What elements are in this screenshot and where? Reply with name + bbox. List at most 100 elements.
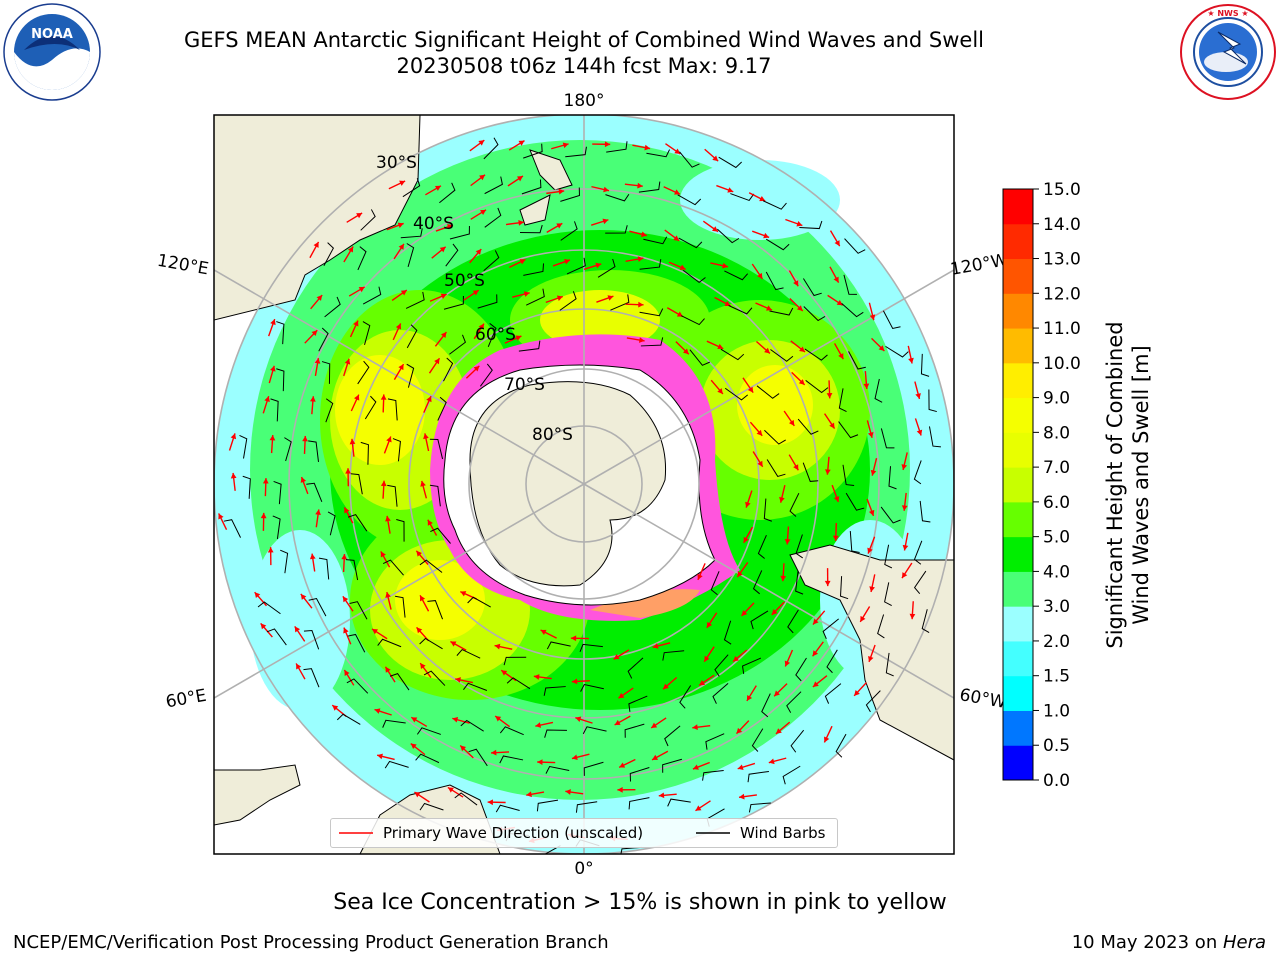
wind-barb	[389, 673, 410, 691]
wind-barb	[679, 151, 700, 168]
wave-direction-arrowhead	[722, 262, 728, 269]
legend-wind-barbs: Wind Barbs	[740, 824, 826, 842]
wave-direction-arrowhead	[812, 681, 819, 687]
colorbar-label-line1: Significant Height of Combined	[1103, 321, 1127, 649]
wind-barb	[520, 224, 543, 234]
wind-barb	[276, 368, 285, 392]
wind-barb	[536, 799, 559, 812]
wave-direction-arrowhead	[901, 572, 908, 579]
wave-direction-arrowhead	[556, 295, 563, 301]
wave-direction-arrowhead	[518, 140, 525, 146]
wave-direction-arrowhead	[833, 276, 839, 283]
wind-barb	[483, 250, 500, 272]
wave-direction-arrowhead	[717, 343, 724, 350]
wind-barb	[327, 511, 336, 536]
wind-barb	[349, 601, 368, 620]
wind-barb	[566, 257, 586, 275]
wind-barb	[705, 733, 725, 750]
wind-barb	[913, 460, 922, 485]
wind-barb	[350, 473, 363, 495]
wave-direction-arrowhead	[434, 358, 440, 365]
colorbar-tick-label: 1.0	[1043, 701, 1070, 721]
wind-barb	[667, 798, 691, 807]
nws-logo: ★ NWS ★	[1180, 4, 1276, 100]
wave-direction-arrowhead	[300, 476, 307, 483]
wave-direction-arrowhead	[526, 791, 532, 798]
parallel-label-70s: 70°S	[504, 375, 545, 395]
wave-direction-arrowhead	[501, 670, 508, 676]
wind-barb	[430, 527, 451, 544]
wind-barb	[306, 482, 323, 503]
wind-barb	[580, 683, 604, 692]
wind-barb	[463, 682, 488, 691]
wave-direction-arrowhead	[416, 627, 423, 634]
wind-barb	[415, 753, 440, 764]
wind-barb	[443, 357, 454, 382]
colorbar-tick-label: 5.0	[1043, 528, 1070, 548]
wave-direction-arrowhead	[516, 176, 523, 182]
wave-direction-arrowhead	[262, 478, 269, 484]
wind-barb	[405, 291, 425, 309]
colorbar-bin	[1003, 571, 1033, 607]
wind-barb	[750, 610, 769, 630]
wind-barb	[395, 595, 406, 618]
wind-barb	[752, 570, 763, 595]
wind-barb	[880, 428, 895, 449]
wind-barb	[795, 534, 804, 559]
wind-barb	[545, 765, 570, 774]
wave-direction-arrowhead	[869, 314, 876, 321]
wave-direction-arrowhead	[863, 383, 870, 389]
wave-direction-arrowhead	[416, 550, 422, 557]
wave-direction-arrowhead	[385, 666, 391, 673]
wind-barb	[325, 398, 334, 423]
wind-barb	[605, 193, 630, 202]
wind-barb	[360, 209, 376, 231]
wave-direction-arrowhead	[757, 460, 763, 467]
wind-barb	[643, 236, 668, 245]
wind-barb	[324, 296, 341, 318]
wave-direction-arrowhead	[638, 301, 644, 308]
wave-direction-arrowhead	[495, 716, 502, 722]
wave-direction-arrowhead	[833, 496, 840, 502]
wind-barb	[751, 728, 764, 752]
wave-direction-arrowhead	[763, 232, 770, 239]
wave-direction-arrowhead	[737, 571, 743, 578]
wave-direction-arrowhead	[564, 259, 571, 265]
wind-barb	[318, 557, 330, 580]
wind-barb	[429, 484, 441, 507]
wind-barb	[624, 723, 645, 738]
wave-direction-arrowhead	[836, 299, 843, 306]
wind-barb	[845, 492, 865, 511]
wind-barb	[874, 378, 883, 403]
wave-direction-arrowhead	[344, 507, 350, 514]
wave-direction-arrowhead	[371, 628, 378, 635]
wave-direction-arrowhead	[617, 786, 623, 793]
wind-barb	[443, 296, 464, 310]
wind-barb	[521, 179, 542, 195]
wave-direction-arrowhead	[798, 379, 805, 385]
wave-direction-arrowhead	[658, 792, 665, 799]
wind-barb	[357, 360, 370, 385]
wind-barb	[790, 729, 805, 753]
wind-barb	[629, 767, 650, 782]
wave-direction-arrowhead	[356, 213, 363, 219]
colorbar-bin	[1003, 328, 1033, 364]
wind-barb	[765, 238, 790, 251]
wave-direction-arrowhead	[540, 629, 547, 635]
colorbar-label-line2: Wind Waves and Swell [m]	[1129, 345, 1153, 625]
footer-branch: NCEP/EMC/Verification Post Processing Pr…	[13, 932, 609, 953]
wind-barb	[347, 633, 366, 653]
wind-barb	[913, 570, 927, 595]
wave-direction-arrowhead	[916, 429, 923, 436]
wave-direction-arrowhead	[736, 727, 743, 734]
wave-direction-arrowhead	[385, 515, 391, 522]
map-frame	[213, 114, 955, 855]
wave-direction-arrowhead	[345, 468, 351, 474]
wind-barb	[717, 228, 740, 244]
wind-barb	[679, 685, 692, 709]
wave-direction-arrowhead	[455, 677, 461, 683]
wind-barb	[439, 182, 456, 204]
wind-barb	[362, 321, 371, 346]
wind-barb	[336, 713, 361, 725]
